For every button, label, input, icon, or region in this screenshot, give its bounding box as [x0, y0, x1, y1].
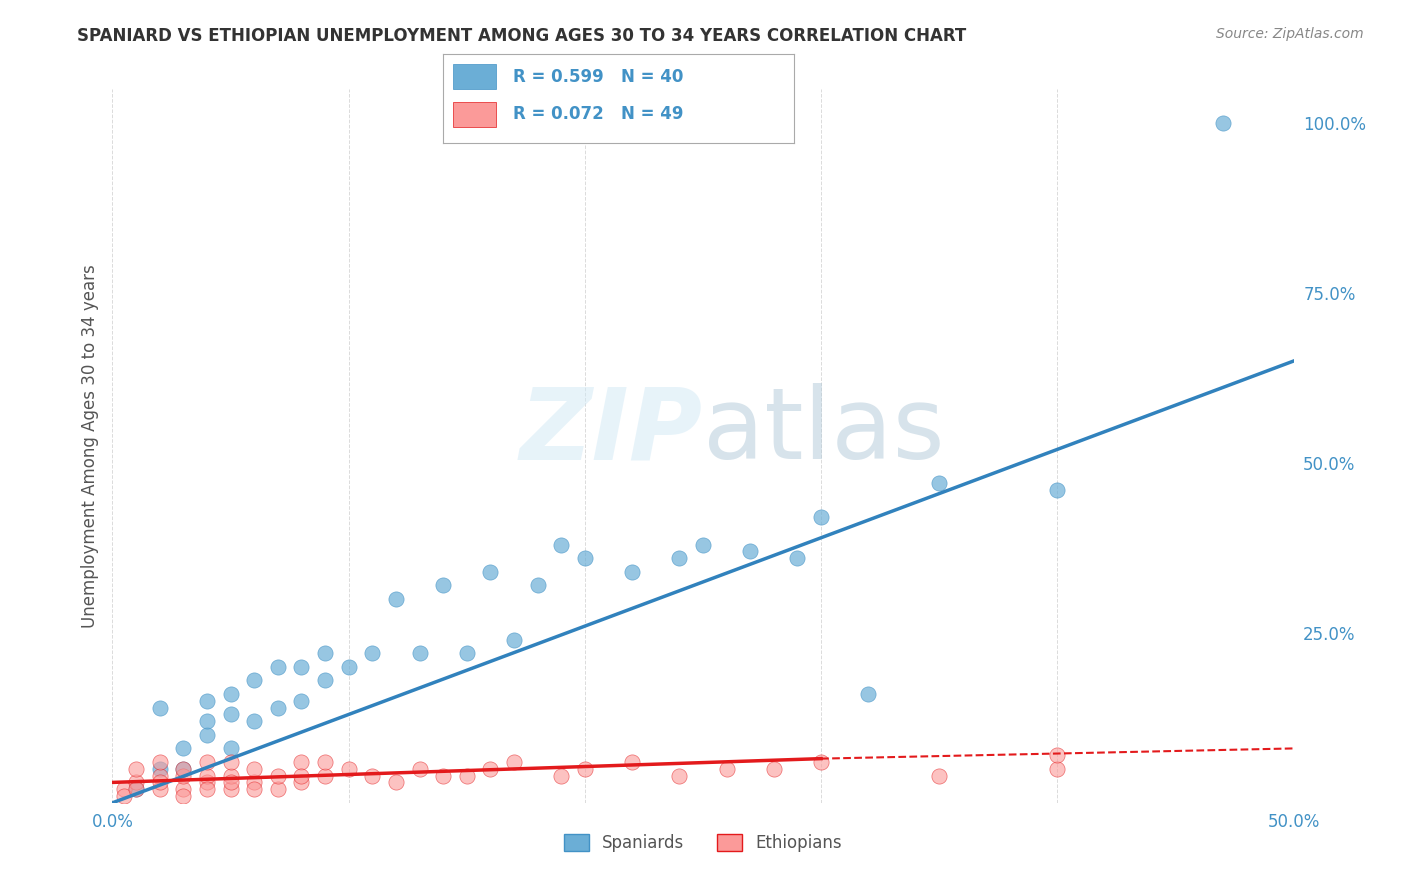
- Point: [149, 755, 172, 769]
- Point: [716, 762, 738, 776]
- Point: [479, 762, 502, 776]
- Point: [149, 782, 172, 797]
- Point: [1212, 116, 1234, 130]
- Bar: [453, 64, 496, 89]
- Point: [172, 741, 194, 756]
- Point: [432, 578, 454, 592]
- Point: [479, 565, 502, 579]
- Point: [267, 782, 290, 797]
- Point: [361, 646, 384, 660]
- Point: [503, 632, 526, 647]
- Point: [408, 762, 430, 776]
- Point: [125, 762, 148, 776]
- Bar: [453, 102, 496, 127]
- Point: [928, 769, 950, 783]
- Point: [314, 646, 336, 660]
- Point: [125, 782, 148, 797]
- Point: [267, 660, 290, 674]
- Point: [740, 544, 762, 558]
- Point: [267, 700, 290, 714]
- Point: [195, 775, 218, 789]
- Point: [314, 673, 336, 688]
- Point: [125, 775, 148, 789]
- Point: [668, 551, 690, 566]
- Point: [172, 762, 194, 776]
- Point: [314, 769, 336, 783]
- Point: [526, 578, 548, 592]
- Point: [385, 591, 408, 606]
- Point: [219, 707, 242, 722]
- Point: [503, 755, 526, 769]
- Point: [574, 762, 596, 776]
- Point: [290, 775, 312, 789]
- Y-axis label: Unemployment Among Ages 30 to 34 years: Unemployment Among Ages 30 to 34 years: [80, 264, 98, 628]
- Point: [149, 700, 172, 714]
- Point: [195, 769, 218, 783]
- Point: [243, 714, 266, 729]
- Point: [219, 687, 242, 701]
- Point: [219, 755, 242, 769]
- Point: [810, 510, 832, 524]
- Point: [361, 769, 384, 783]
- Point: [267, 769, 290, 783]
- Point: [337, 660, 360, 674]
- Point: [195, 728, 218, 742]
- Point: [408, 646, 430, 660]
- Point: [621, 565, 644, 579]
- Point: [219, 741, 242, 756]
- Legend: Spaniards, Ethiopians: Spaniards, Ethiopians: [557, 827, 849, 859]
- Point: [172, 789, 194, 803]
- Point: [314, 755, 336, 769]
- Point: [172, 769, 194, 783]
- Point: [858, 687, 880, 701]
- Text: SPANIARD VS ETHIOPIAN UNEMPLOYMENT AMONG AGES 30 TO 34 YEARS CORRELATION CHART: SPANIARD VS ETHIOPIAN UNEMPLOYMENT AMONG…: [77, 27, 966, 45]
- Point: [243, 775, 266, 789]
- Point: [243, 762, 266, 776]
- Point: [219, 769, 242, 783]
- Point: [149, 769, 172, 783]
- Point: [385, 775, 408, 789]
- Point: [762, 762, 785, 776]
- Point: [290, 755, 312, 769]
- Point: [125, 782, 148, 797]
- Point: [195, 694, 218, 708]
- Point: [574, 551, 596, 566]
- Point: [928, 476, 950, 491]
- Point: [290, 694, 312, 708]
- Point: [195, 782, 218, 797]
- Point: [337, 762, 360, 776]
- Point: [172, 762, 194, 776]
- Point: [1046, 762, 1069, 776]
- Text: atlas: atlas: [703, 384, 945, 480]
- Point: [810, 755, 832, 769]
- Point: [290, 660, 312, 674]
- Point: [149, 775, 172, 789]
- Point: [1046, 748, 1069, 763]
- Point: [219, 782, 242, 797]
- Point: [550, 537, 572, 551]
- Point: [432, 769, 454, 783]
- Point: [668, 769, 690, 783]
- Point: [550, 769, 572, 783]
- Point: [149, 762, 172, 776]
- Point: [195, 755, 218, 769]
- Point: [195, 714, 218, 729]
- Point: [112, 789, 135, 803]
- Point: [1046, 483, 1069, 498]
- Text: Source: ZipAtlas.com: Source: ZipAtlas.com: [1216, 27, 1364, 41]
- Point: [456, 646, 478, 660]
- Point: [290, 769, 312, 783]
- Point: [172, 782, 194, 797]
- Text: ZIP: ZIP: [520, 384, 703, 480]
- Point: [692, 537, 714, 551]
- Point: [243, 782, 266, 797]
- Point: [621, 755, 644, 769]
- Point: [456, 769, 478, 783]
- Point: [112, 782, 135, 797]
- Text: R = 0.599   N = 40: R = 0.599 N = 40: [513, 68, 683, 86]
- Point: [786, 551, 808, 566]
- Point: [219, 775, 242, 789]
- Text: R = 0.072   N = 49: R = 0.072 N = 49: [513, 105, 683, 123]
- Point: [243, 673, 266, 688]
